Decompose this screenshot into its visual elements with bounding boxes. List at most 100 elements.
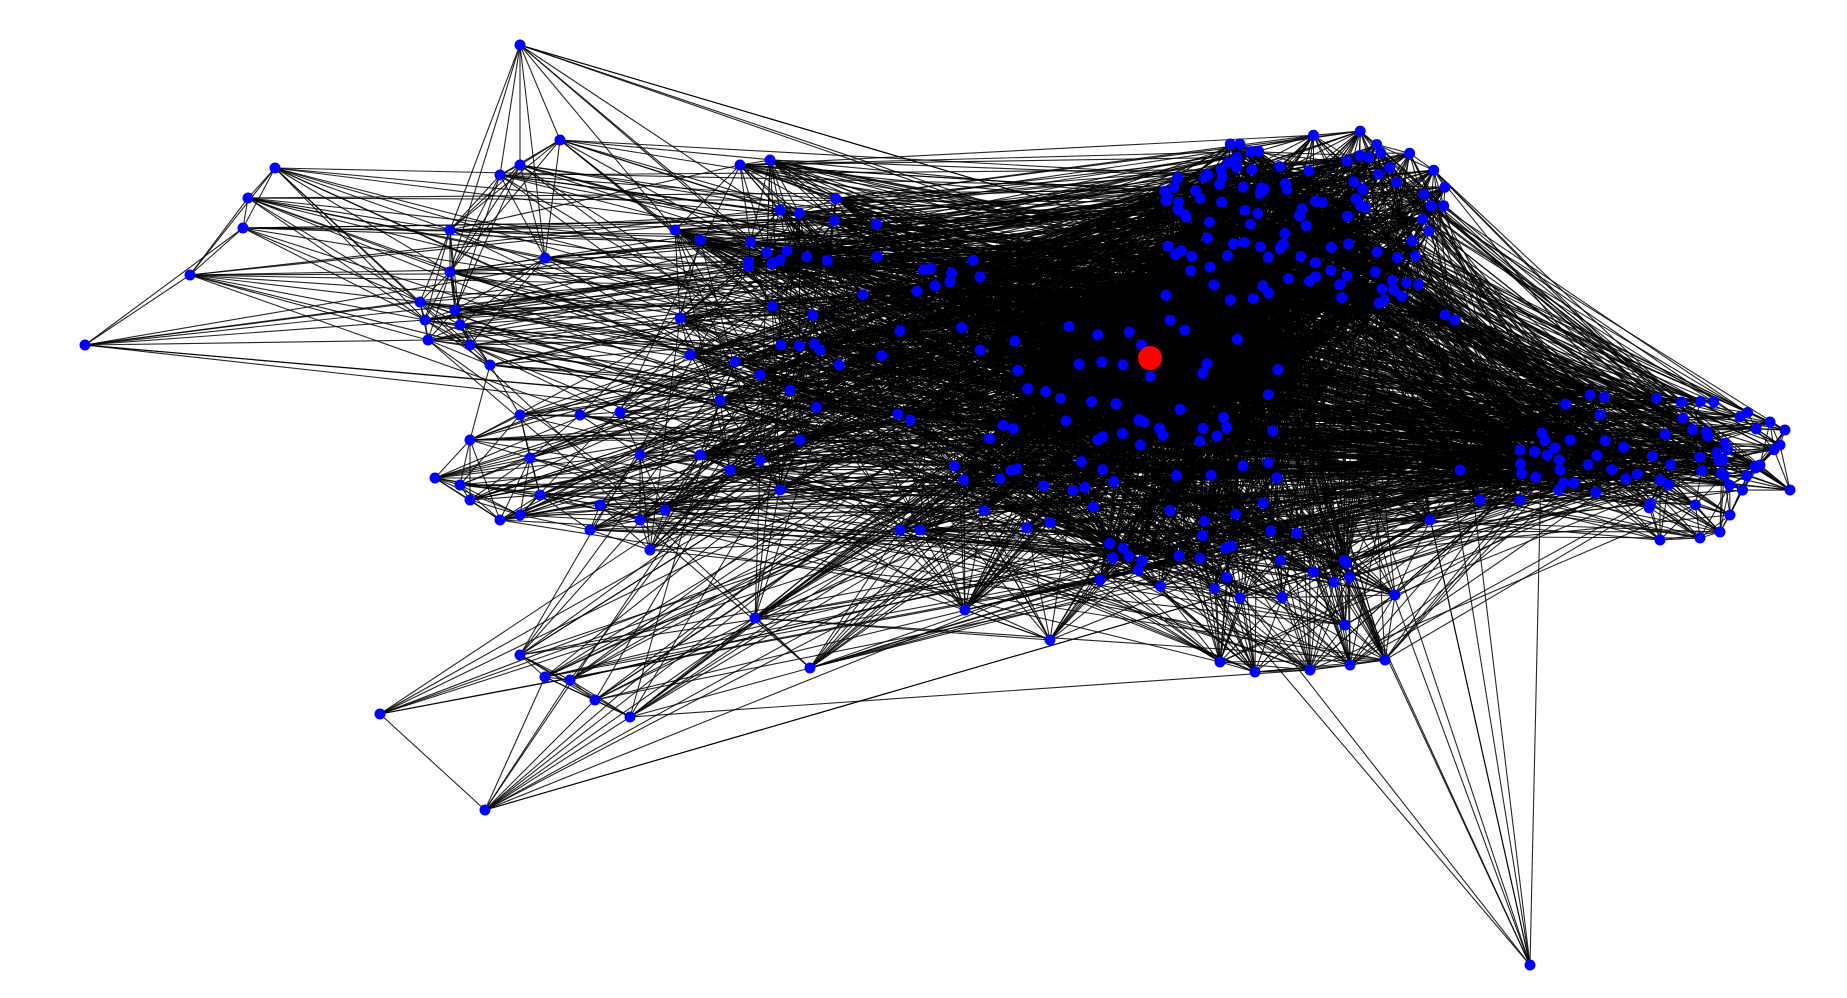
graph-edge	[754, 489, 1074, 619]
graph-edge	[739, 156, 1238, 166]
graph-edge	[1729, 475, 1748, 516]
graph-edge	[639, 454, 651, 551]
graph-edge	[1301, 208, 1693, 430]
graph-edge	[664, 454, 701, 511]
graph-edge	[599, 454, 641, 506]
graph-edge	[1384, 503, 1651, 661]
graph-edge	[1376, 143, 1434, 171]
graph-edge	[1219, 661, 1256, 673]
graph-edge	[424, 271, 451, 321]
graph-edge	[1554, 447, 1650, 509]
graph-edge	[639, 454, 666, 511]
graph-edge	[1210, 474, 1314, 573]
graph-edge	[379, 713, 486, 811]
graph-edge	[780, 344, 1386, 661]
graph-edge	[519, 361, 736, 656]
graph-edge	[719, 399, 731, 471]
graph-edge	[519, 44, 546, 259]
graph-edge	[679, 290, 918, 319]
graph-edge	[679, 317, 691, 356]
graph-edge	[674, 229, 731, 471]
graph-edge	[484, 699, 596, 811]
graph-edge	[529, 457, 541, 496]
graph-edge	[772, 305, 813, 316]
graph-edge	[815, 355, 882, 408]
graph-edge	[779, 489, 1241, 599]
graph-edge	[1346, 397, 1657, 564]
graph-edge	[674, 229, 681, 319]
graph-edge	[954, 465, 1012, 471]
graph-edge	[1346, 153, 1411, 564]
graph-edge	[1343, 303, 1380, 561]
graph-edge	[484, 676, 546, 811]
graph-edge	[809, 529, 901, 669]
graph-edge	[689, 260, 828, 356]
graph-edge	[766, 197, 1201, 253]
graph-edge	[916, 259, 974, 292]
graph-edge	[739, 164, 768, 253]
graph-edge	[1333, 581, 1386, 661]
graph-edge	[489, 364, 521, 416]
graph-edge	[983, 482, 1564, 512]
graph-edge	[544, 489, 781, 678]
graph-edge	[499, 457, 531, 521]
graph-edge	[964, 609, 1051, 641]
graph-edge	[84, 274, 191, 346]
graph-edge	[739, 164, 751, 243]
graph-edge	[484, 434, 1164, 811]
graph-edge	[964, 557, 1201, 611]
graph-edge	[899, 330, 1314, 573]
graph-edge	[1349, 659, 1386, 666]
graph-edge	[1309, 504, 1696, 671]
graph-edge	[1384, 459, 1560, 661]
graph-edge	[786, 174, 1208, 252]
graph-edge	[539, 494, 591, 531]
graph-edge	[689, 354, 721, 401]
graph-edge	[766, 251, 1201, 559]
graph-edge	[1279, 560, 1283, 598]
graph-edge	[469, 499, 501, 521]
graph-edge	[519, 44, 561, 141]
graph-edge	[771, 305, 1180, 557]
graph-edge	[1264, 188, 1743, 491]
graph-edge	[579, 411, 621, 416]
graph-edge	[619, 411, 641, 456]
graph-edge	[1282, 581, 1335, 598]
graph-edge	[1309, 454, 1548, 671]
graph-edge	[734, 361, 1347, 564]
graph-edge	[469, 439, 501, 521]
graph-edge	[454, 241, 751, 311]
graph-edge	[806, 256, 864, 296]
graph-edge	[1199, 169, 1435, 559]
graph-edge	[771, 305, 800, 347]
graph-edge	[419, 301, 461, 326]
graph-edge	[454, 309, 491, 366]
graph-edge	[1279, 205, 1432, 561]
graph-edge	[729, 469, 1203, 537]
graph-edge	[1313, 403, 1566, 573]
graph-edge	[766, 212, 800, 253]
graph-edge	[1281, 571, 1314, 598]
graph-edge	[786, 250, 840, 366]
graph-edge	[699, 454, 1130, 557]
graph-edge	[1415, 255, 1743, 491]
graph-edge	[449, 174, 501, 273]
graph-edge	[679, 317, 899, 415]
graph-edge	[815, 198, 837, 408]
graph-edge	[699, 454, 1232, 547]
graph-edge	[750, 241, 974, 261]
graph-edge	[499, 174, 546, 259]
graph-edge	[834, 154, 1360, 222]
graph-edge	[799, 315, 814, 441]
graph-edge	[424, 319, 491, 366]
graph-edge	[779, 209, 835, 222]
graph-edge	[1349, 519, 1431, 578]
graph-edge	[1313, 134, 1605, 398]
graph-edge	[798, 213, 808, 257]
graph-edge	[449, 139, 561, 273]
graph-edge	[189, 227, 244, 276]
graph-edge	[1281, 597, 1311, 671]
graph-edge	[699, 454, 761, 461]
graph-edge	[1199, 430, 1274, 559]
graph-edge	[771, 306, 781, 491]
